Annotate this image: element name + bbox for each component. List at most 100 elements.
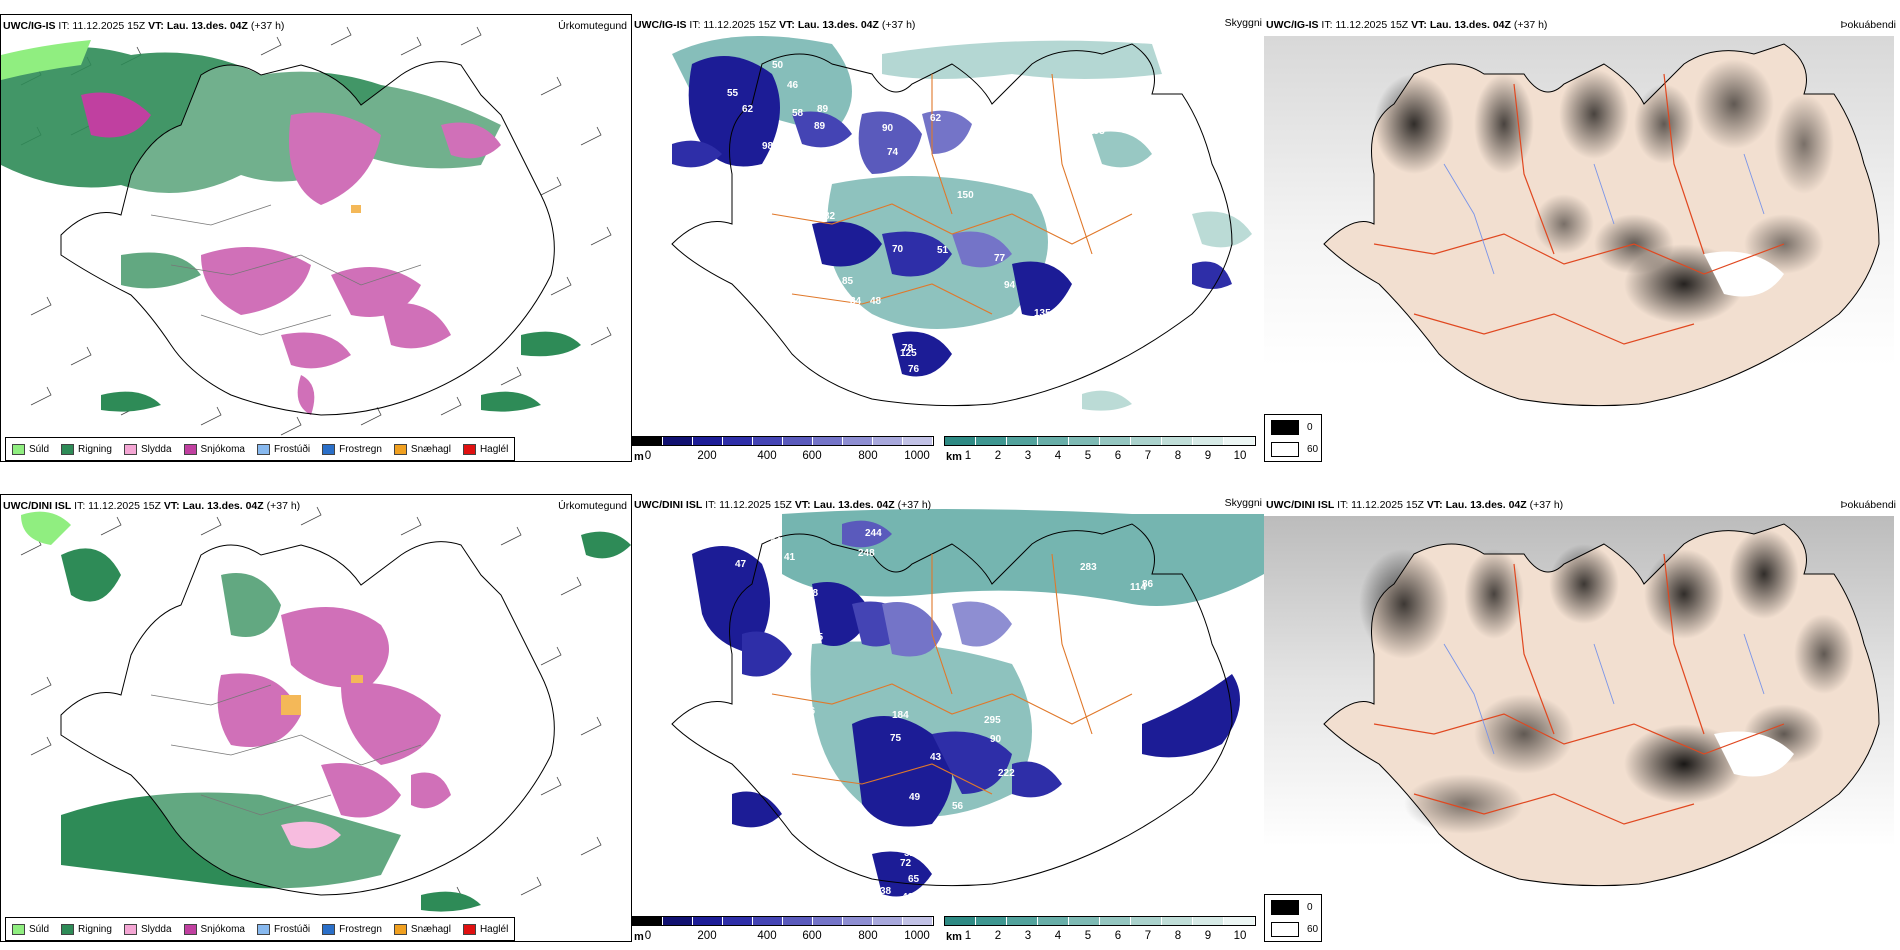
vis-label: 86 (1142, 579, 1154, 590)
vis-label: 135 (1034, 308, 1051, 319)
vis-label: 51 (937, 245, 949, 256)
fog-map-top (1264, 36, 1894, 407)
colorbar-tick: 6 (1114, 450, 1122, 462)
colorbar-tick: 0 (644, 930, 652, 942)
vis-label: 38 (880, 886, 892, 897)
vis-label: 38 (807, 588, 819, 599)
colorbar-tick: 2 (994, 930, 1002, 942)
legend-swatch (462, 923, 476, 935)
vis-label: 72 (900, 858, 912, 869)
legend-item-snaehagl: Snæhagl (393, 443, 451, 455)
colorbar-tick: 5 (1084, 930, 1092, 942)
vis-label: 31 (947, 164, 959, 175)
visibility-map-top: 50 46 55 62 58 89 98 89 68 61 92 82 90 7… (671, 36, 1252, 411)
legend-swatch (1271, 420, 1299, 435)
legend-item-frostudi: Frostúði (256, 923, 310, 935)
vis-label: 222 (998, 768, 1015, 779)
legend-item-snjokoma: Snjókoma (183, 923, 245, 935)
legend-item-rigning: Rigning (61, 923, 112, 935)
visibility-km-colorbar: km 1 2 3 4 5 6 7 8 9 10 (944, 916, 1256, 942)
vis-label: 244 (865, 528, 882, 539)
fog-legend: 0 60 (1264, 894, 1322, 942)
legend-swatch (12, 443, 25, 455)
legend-swatch (322, 923, 336, 935)
legend-swatch (322, 443, 336, 455)
colorbar-tick: 1 (964, 450, 972, 462)
vis-label: 92 (804, 188, 816, 199)
legend-swatch (123, 443, 137, 455)
road-lines (1373, 73, 1785, 345)
legend-item-snaehagl: Snæhagl (393, 923, 451, 935)
vis-label: 69 (774, 608, 786, 619)
panel-title: UWC/IG-IS IT: 11.12.2025 15Z VT: Lau. 13… (634, 19, 916, 31)
vis-label: 56 (952, 801, 964, 812)
vis-label: 46 (804, 706, 816, 717)
river-lines (1443, 153, 1765, 275)
colorbar-tick: 2 (994, 450, 1002, 462)
legend-item-frostudi: Frostúði (256, 443, 310, 455)
vis-label: 283 (1080, 562, 1097, 573)
vis-label: 78 (902, 343, 914, 354)
legend-swatch (12, 923, 25, 935)
panel-label-precip-type: Úrkomutegund (558, 500, 627, 512)
legend-item-haglel: Haglél (462, 923, 508, 935)
visibility-map-bottom: 44 244 248 43 47 41 38 69 74 65 75 79 46… (671, 509, 1264, 903)
vis-label: 74 (794, 610, 806, 621)
vis-label: 184 (892, 710, 909, 721)
legend-item-sudd: Súld (12, 443, 49, 455)
colorbar-tick: 5 (1084, 450, 1092, 462)
panel-label-visibility: Skyggni (1224, 497, 1262, 509)
precip-type-legend: Súld Rigning Slydda Snjókoma Frostúði Fr… (5, 917, 516, 941)
iceland-coastline (671, 523, 1233, 887)
panel-title: UWC/IG-IS IT: 11.12.2025 15Z VT: Lau. 13… (1266, 19, 1548, 31)
legend-swatch (393, 443, 407, 455)
colorbar-tick: 4 (1054, 930, 1062, 942)
legend-swatch (256, 923, 270, 935)
legend-swatch (61, 923, 75, 935)
colorbar-tick: 600 (802, 930, 822, 942)
legend-swatch (61, 443, 75, 455)
colorbar-tick: 4 (1054, 450, 1062, 462)
legend-item-rigning: Rigning (61, 443, 112, 455)
panel-title: UWC/DINI ISL IT: 11.12.2025 15Z VT: Lau.… (1266, 499, 1564, 511)
legend-swatch (393, 923, 407, 935)
vis-label: 49 (909, 792, 921, 803)
visibility-labels: 44 244 248 43 47 41 38 69 74 65 75 79 46… (735, 528, 1154, 903)
colorbar-unit: m (634, 931, 644, 942)
precip-type-legend: Súld Rigning Slydda Snjókoma Frostúði Fr… (5, 437, 516, 461)
colorbar-strip (944, 916, 1256, 926)
panel-label-fog: Þokuábendi (1840, 19, 1896, 31)
vis-label: 62 (742, 104, 754, 115)
colorbar-tick: 10 (1233, 450, 1247, 462)
vis-label: 37 (1052, 823, 1064, 834)
colorbar-strip (944, 436, 1256, 446)
vis-label: 50 (772, 60, 784, 71)
fog-panel-top: UWC/IG-IS IT: 11.12.2025 15Z VT: Lau. 13… (1264, 14, 1900, 462)
legend-swatch (1271, 900, 1299, 915)
visibility-labels: 50 46 55 62 58 89 98 89 68 61 92 82 90 7… (727, 60, 1105, 397)
colorbar-unit: km (946, 931, 962, 942)
colorbar-tick: 200 (697, 450, 717, 462)
vis-label: 90 (882, 123, 894, 134)
fog-shading (1374, 59, 1834, 324)
vis-label: 89 (817, 104, 829, 115)
vis-label: 44 (770, 536, 782, 547)
colorbar-tick: 7 (1144, 450, 1152, 462)
precip-type-map-top (1, 26, 612, 436)
legend-item-haglel: Haglél (462, 443, 508, 455)
vis-label: 76 (908, 364, 920, 375)
vis-label: 55 (727, 88, 739, 99)
legend-item-slydda: Slydda (123, 923, 172, 935)
fog-map-bottom (1264, 516, 1894, 887)
wind-barbs (20, 506, 602, 906)
vis-label: 62 (930, 113, 942, 124)
legend-item-sudd: Súld (12, 923, 49, 935)
legend-swatch (1271, 442, 1299, 457)
road-lines (150, 204, 422, 336)
colorbar-tick: 7 (1144, 930, 1152, 942)
iceland-coastline (60, 61, 555, 416)
vis-label: 48 (870, 296, 882, 307)
vis-label: 150 (957, 190, 974, 201)
fog-shading (1359, 529, 1854, 834)
colorbar-tick: 1000 (904, 450, 930, 462)
